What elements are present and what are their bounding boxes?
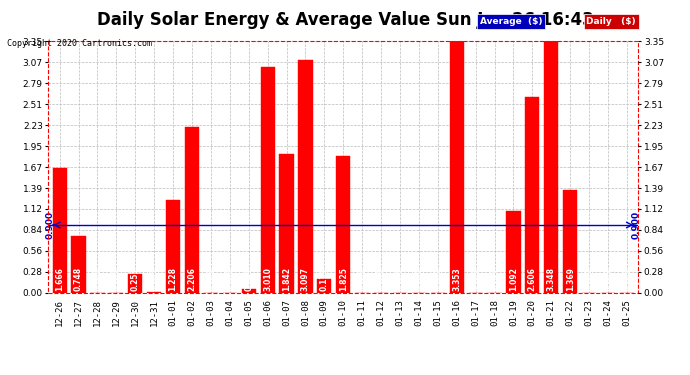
Text: 0.000: 0.000 [604, 267, 613, 291]
Text: 3.097: 3.097 [301, 267, 310, 291]
Text: 1.228: 1.228 [168, 267, 177, 291]
Text: Average  ($): Average ($) [480, 17, 542, 26]
Text: 0.000: 0.000 [357, 267, 366, 291]
Text: 0.000: 0.000 [471, 267, 480, 291]
Bar [336, 156, 351, 292]
Text: 0.253: 0.253 [131, 268, 140, 291]
Text: 1.666: 1.666 [55, 267, 64, 291]
Bar [450, 41, 464, 292]
Text: 0.000: 0.000 [584, 267, 593, 291]
Text: Daily Solar Energy & Average Value Sun Jan 26 16:43: Daily Solar Energy & Average Value Sun J… [97, 11, 593, 29]
Bar [298, 60, 313, 292]
Text: 0.900: 0.900 [46, 211, 55, 239]
Text: 0.049: 0.049 [244, 267, 253, 291]
Text: 0.000: 0.000 [93, 267, 102, 291]
Text: 0.000: 0.000 [226, 267, 235, 291]
Text: 2.606: 2.606 [528, 267, 537, 291]
Text: 0.900: 0.900 [632, 211, 641, 239]
Bar [241, 289, 256, 292]
Text: 2.206: 2.206 [188, 267, 197, 291]
Text: 0.000: 0.000 [377, 267, 386, 291]
Bar [261, 67, 275, 292]
Bar [506, 211, 520, 292]
Bar [525, 97, 540, 292]
Text: 1.842: 1.842 [282, 267, 291, 291]
Bar [52, 168, 67, 292]
Bar [317, 279, 331, 292]
Text: 3.010: 3.010 [263, 267, 272, 291]
Text: 0.000: 0.000 [433, 267, 442, 291]
Text: 0.003: 0.003 [150, 267, 159, 291]
Bar [128, 273, 142, 292]
Text: 0.179: 0.179 [320, 267, 329, 291]
Text: Daily   ($): Daily ($) [586, 17, 636, 26]
Text: 1.825: 1.825 [339, 267, 348, 291]
Bar [72, 236, 86, 292]
Text: 0.000: 0.000 [415, 267, 424, 291]
Bar [166, 200, 180, 292]
Text: 0.000: 0.000 [112, 267, 121, 291]
Text: 0.000: 0.000 [622, 267, 631, 291]
Text: 0.748: 0.748 [74, 267, 83, 291]
Bar [185, 127, 199, 292]
Text: Copyright 2020 Cartronics.com: Copyright 2020 Cartronics.com [7, 39, 152, 48]
Text: 0.000: 0.000 [206, 267, 215, 291]
Text: 3.348: 3.348 [546, 267, 555, 291]
Text: 1.369: 1.369 [566, 267, 575, 291]
Text: 3.353: 3.353 [452, 268, 461, 291]
Text: 1.092: 1.092 [509, 267, 518, 291]
Bar [279, 154, 294, 292]
Text: 0.000: 0.000 [395, 267, 404, 291]
Bar [544, 41, 558, 292]
Bar [563, 190, 578, 292]
Text: 0.000: 0.000 [490, 267, 499, 291]
